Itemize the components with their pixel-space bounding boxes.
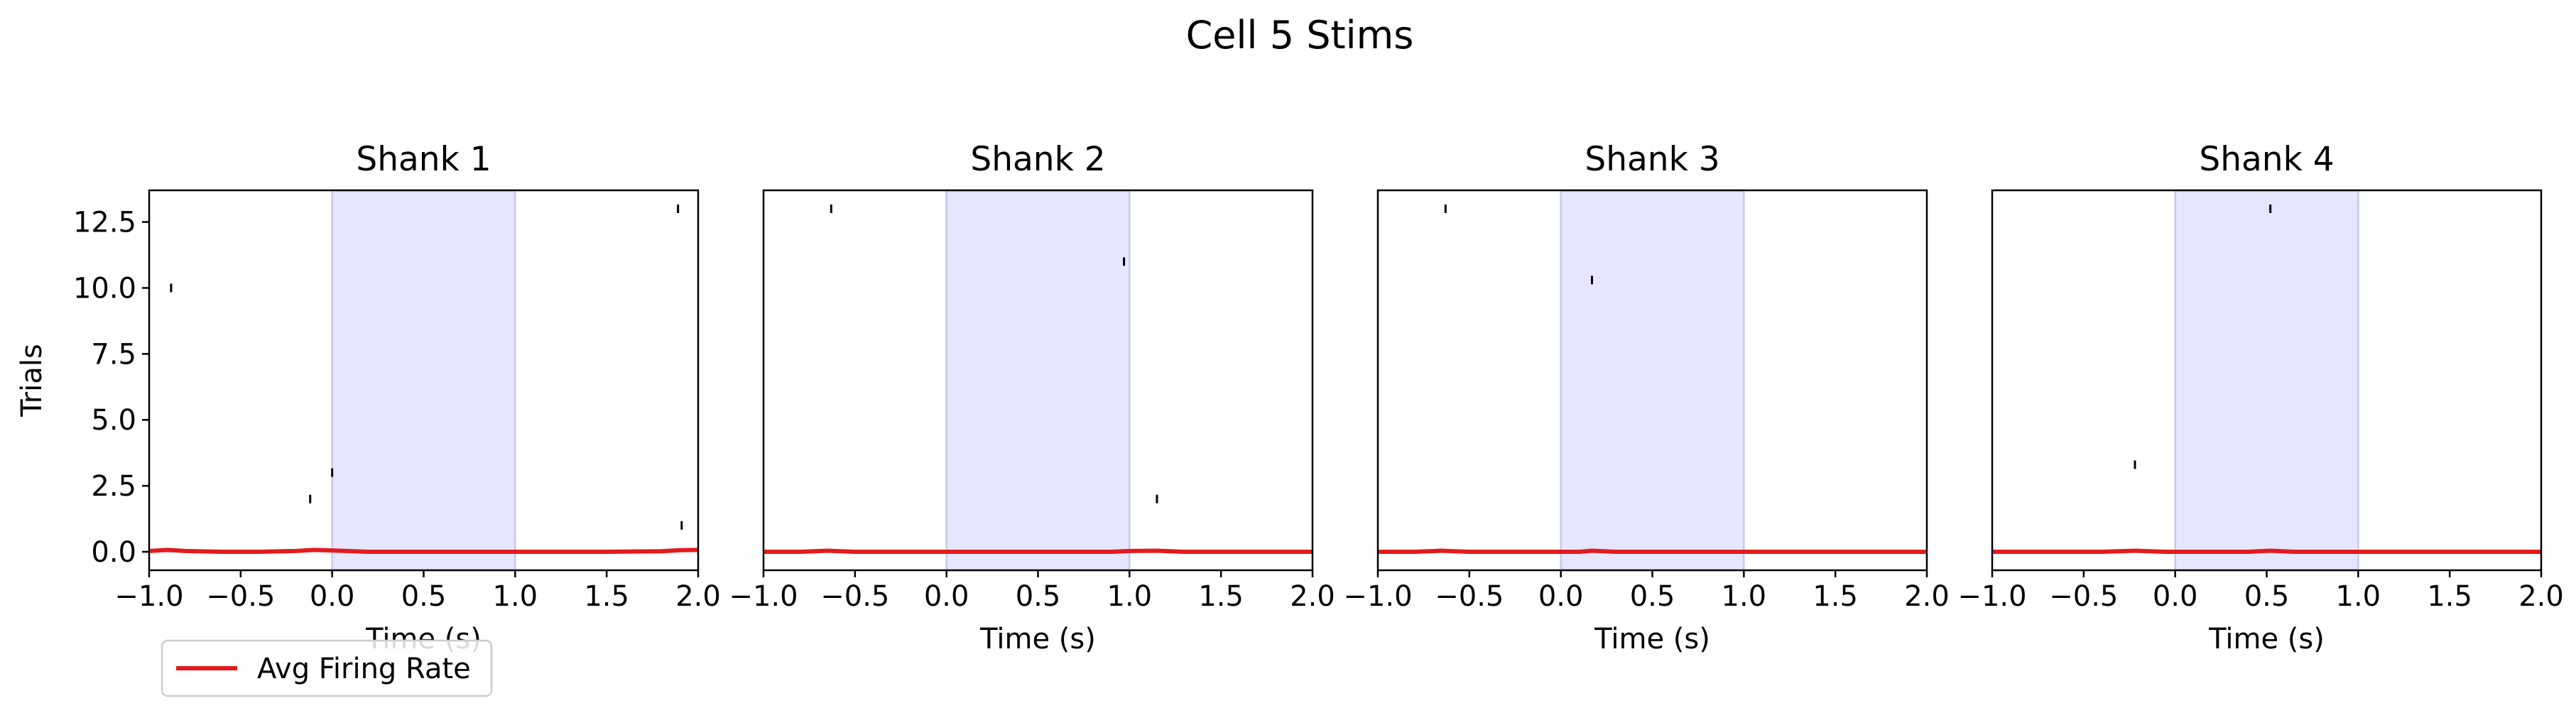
panel-shank-4: −1.0 −0.5 0.0 0.5 1.0 1.5 2.0 Shank 4 Time (s) (1957, 140, 2563, 655)
x-tick-label: 1.5 (1813, 580, 1858, 613)
legend: Avg Firing Rate (161, 639, 493, 697)
panels: −1.0 −0.5 0.0 0.5 1.0 1.5 2.0 0.0 2.5 5.0 7.5 10.0 1… (16, 140, 2564, 655)
x-tick-label: 0.0 (924, 580, 969, 613)
x-tick-label: −0.5 (206, 580, 275, 613)
panel-title: Shank 1 (356, 140, 491, 179)
x-tick-label: 1.0 (1722, 580, 1767, 613)
x-tick-label: 0.5 (401, 580, 447, 613)
panel-title: Shank 2 (970, 140, 1105, 179)
x-tick-label: 0.0 (1538, 580, 1584, 613)
avg-firing-rate-line (1378, 548, 1927, 554)
x-tick-label: 1.0 (2336, 580, 2381, 613)
stim-window (945, 189, 1131, 572)
x-axis-label: Time (s) (1594, 623, 1710, 655)
x-tick-label: 0.0 (310, 580, 355, 613)
y-tick-label: 5.0 (91, 404, 136, 437)
y-tick-label: 10.0 (73, 272, 136, 305)
x-axis-label: Time (s) (2208, 623, 2325, 655)
x-tick-label: 0.5 (1016, 580, 1061, 613)
panel-title: Shank 3 (1585, 140, 1719, 179)
avg-firing-rate-line (763, 548, 1313, 554)
x-tick-label: 1.0 (1107, 580, 1153, 613)
panel-shank-3: −1.0 −0.5 0.0 0.5 1.0 1.5 2.0 Shank 3 Time (s) (1343, 140, 1949, 655)
x-tick-label: −0.5 (2049, 580, 2118, 613)
y-tick-label: 7.5 (91, 338, 136, 371)
panel-shank-1: −1.0 −0.5 0.0 0.5 1.0 1.5 2.0 0.0 2.5 5.0 7.5 10.0 1… (16, 140, 721, 655)
y-tick-label: 2.5 (91, 470, 136, 503)
x-tick-label: −0.5 (820, 580, 889, 613)
figure-title: Cell 5 Stims (1186, 13, 1414, 58)
panel-title: Shank 4 (2199, 140, 2334, 179)
x-tick-label: 1.5 (584, 580, 629, 613)
x-tick-label: 2.0 (1904, 580, 1950, 613)
x-tick-label: 1.0 (493, 580, 538, 613)
x-tick-label: 1.5 (2427, 580, 2472, 613)
x-axis-label: Time (s) (979, 623, 1096, 655)
x-tick-label: −1.0 (729, 580, 798, 613)
avg-firing-rate-line (1992, 548, 2541, 554)
x-tick-label: 0.5 (1630, 580, 1675, 613)
legend-frame (161, 639, 493, 697)
x-tick-label: 2.0 (2518, 580, 2564, 613)
y-tick-label: 0.0 (91, 536, 136, 569)
legend-label-avg-firing-rate: Avg Firing Rate (257, 653, 471, 685)
x-tick-label: −1.0 (114, 580, 183, 613)
stim-window (331, 189, 516, 572)
panel-shank-2: −1.0 −0.5 0.0 0.5 1.0 1.5 2.0 Shank 2 Time (s) (729, 140, 1335, 655)
stim-window (1560, 189, 1745, 572)
x-tick-label: −1.0 (1957, 580, 2026, 613)
x-tick-label: −1.0 (1343, 580, 1412, 613)
x-tick-label: −0.5 (1435, 580, 1504, 613)
stim-window (2174, 189, 2359, 572)
avg-firing-rate-line (148, 548, 699, 554)
y-axis-label: Trials (16, 344, 48, 418)
x-tick-label: 0.0 (2153, 580, 2198, 613)
x-tick-label: 0.5 (2244, 580, 2290, 613)
x-tick-label: 1.5 (1198, 580, 1244, 613)
x-tick-label: 2.0 (1290, 580, 1335, 613)
x-tick-label: 2.0 (675, 580, 721, 613)
y-tick-label: 12.5 (73, 207, 136, 239)
